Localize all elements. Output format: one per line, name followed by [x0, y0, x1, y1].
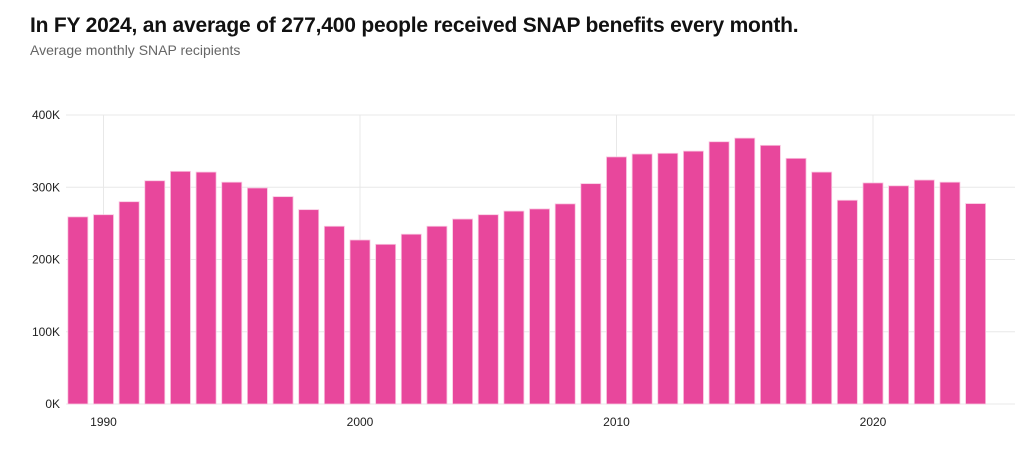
bar-1994[interactable]: [195, 171, 217, 405]
bar-1990[interactable]: [93, 214, 114, 405]
bar-2008[interactable]: [554, 203, 576, 405]
x-tick-label: 2000: [347, 415, 374, 429]
bar-2018[interactable]: [811, 171, 833, 405]
bar-2006[interactable]: [503, 210, 525, 405]
bar-2020[interactable]: [862, 182, 884, 405]
y-tick-label: 200K: [32, 253, 60, 267]
bar-2024[interactable]: [965, 203, 986, 405]
bar-1996[interactable]: [246, 187, 268, 405]
y-tick-label: 100K: [32, 325, 60, 339]
bar-1992[interactable]: [144, 180, 166, 405]
y-tick-label: 400K: [32, 108, 60, 122]
bar-2009[interactable]: [580, 183, 602, 405]
y-tick-label: 300K: [32, 180, 60, 194]
bar-1993[interactable]: [170, 170, 191, 405]
bar-1989[interactable]: [67, 216, 89, 405]
x-tick-label: 2010: [603, 415, 630, 429]
bar-1999[interactable]: [323, 225, 345, 405]
x-tick-label: 1990: [90, 415, 117, 429]
bar-2012[interactable]: [657, 152, 679, 405]
bar-2019[interactable]: [836, 199, 858, 405]
bar-2011[interactable]: [631, 153, 653, 405]
bar-2013[interactable]: [683, 150, 704, 405]
bar-2016[interactable]: [760, 144, 781, 405]
bar-2005[interactable]: [477, 214, 499, 405]
bar-2023[interactable]: [939, 181, 961, 405]
bar-2002[interactable]: [400, 233, 422, 405]
bar-1998[interactable]: [298, 209, 320, 405]
bar-2015[interactable]: [734, 137, 756, 405]
bar-2021[interactable]: [888, 185, 910, 405]
bar-2001[interactable]: [375, 243, 397, 405]
bar-2022[interactable]: [913, 179, 935, 405]
x-tick-label: 2020: [860, 415, 887, 429]
bar-2010[interactable]: [606, 156, 627, 405]
bar-1995[interactable]: [221, 181, 243, 405]
chart-subtitle: Average monthly SNAP recipients: [30, 42, 241, 58]
bar-2017[interactable]: [785, 157, 807, 405]
bar-2007[interactable]: [529, 208, 550, 405]
bar-1991[interactable]: [118, 201, 140, 405]
bar-2003[interactable]: [426, 225, 448, 405]
bar-1997[interactable]: [272, 196, 294, 405]
bar-2004[interactable]: [452, 218, 474, 405]
y-tick-label: 0K: [45, 397, 60, 411]
bar-2000[interactable]: [349, 239, 371, 405]
chart-title: In FY 2024, an average of 277,400 people…: [30, 14, 799, 37]
bar-2014[interactable]: [708, 141, 730, 405]
